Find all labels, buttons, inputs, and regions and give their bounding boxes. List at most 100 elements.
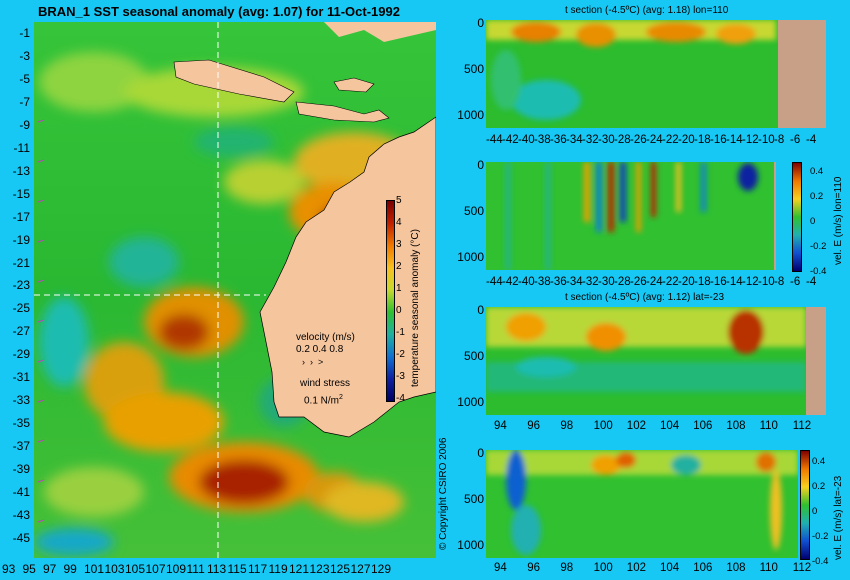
main-map-title: BRAN_1 SST seasonal anomaly (avg: 1.07) … (38, 4, 400, 19)
section-x-tick: -30 (598, 134, 615, 146)
vel-colorbar-tick: 0 (812, 506, 818, 517)
map-lat-tick: -31 (12, 370, 30, 385)
section-x-tick: -32 (582, 276, 599, 288)
section-x-tick: 112 (792, 420, 812, 432)
map-lon-tick: 121 (289, 562, 310, 576)
temp-section-lat23[interactable] (486, 307, 826, 415)
section-x-tick: 102 (626, 420, 646, 432)
section-x-tick: -16 (710, 134, 727, 146)
section-x-tick: -44 (486, 134, 503, 146)
map-lon-tick: 117 (248, 562, 268, 576)
section-x-tick: -10 (758, 276, 775, 288)
section-x-tick: -4 (806, 134, 817, 146)
section-x-tick: -38 (534, 276, 551, 288)
section-x-tick: 96 (527, 420, 540, 432)
vel-colorbar-1 (792, 162, 802, 272)
map-lon-tick: 125 (330, 562, 351, 576)
section-x-tick: -40 (518, 134, 535, 146)
map-lon-tick: 113 (207, 562, 227, 576)
vel-section-lat23[interactable] (486, 450, 798, 558)
section-x-tick: 104 (660, 420, 680, 432)
vel-colorbar-tick: 0.4 (812, 456, 826, 467)
section-x-tick: -8 (774, 276, 785, 288)
sst-anomaly-map[interactable]: 5 4 3 2 1 0 -1 -2 -3 -4 temperature seasonal anom… (34, 22, 436, 558)
map-lon-tick: 109 (166, 562, 187, 576)
section-x-tick: 104 (660, 562, 680, 574)
section-x-tick: -44 (486, 276, 503, 288)
section-x-tick: -12 (742, 276, 759, 288)
vel-colorbar-tick: -0.2 (812, 531, 829, 542)
map-lat-tick: -41 (12, 485, 30, 499)
depth-tick: 0 (477, 16, 484, 30)
vel-section-lon110[interactable] (486, 162, 776, 270)
vel-colorbar-tick: -0.2 (810, 241, 827, 252)
depth-tick: 1000 (457, 395, 484, 409)
velocity-legend-scale: 0.2 0.4 0.8 (296, 344, 344, 355)
sst-colorbar-tick: 4 (396, 217, 402, 228)
temp-section-lon110[interactable] (486, 20, 826, 128)
vel-colorbar-tick: -0.4 (812, 556, 829, 567)
map-lat-tick: -17 (12, 209, 30, 224)
section-x-tick: -42 (502, 134, 519, 146)
map-lat-tick: -25 (12, 301, 30, 316)
sst-colorbar-tick: 0 (396, 305, 402, 316)
map-lat-tick: -9 (19, 117, 30, 132)
section-x-tick: 102 (626, 562, 646, 574)
section-x-tick: -8 (774, 134, 785, 146)
section-x-tick: -32 (582, 134, 599, 146)
map-lat-tick: -33 (12, 393, 30, 408)
sst-colorbar-tick: 2 (396, 261, 402, 272)
vel-colorbar-tick: -0.4 (810, 266, 827, 277)
vel-colorbar-tick: 0.2 (812, 481, 826, 492)
vel-colorbar-tick: 0.2 (810, 191, 824, 202)
sst-colorbar-tick: -2 (396, 349, 405, 360)
map-lon-tick: 107 (145, 562, 166, 576)
map-lon-tick: 99 (63, 562, 77, 576)
panel1-title: t section (-4.5ºC) (avg: 1.18) lon=110 (565, 5, 729, 16)
vel-colorbar-tick: 0 (810, 216, 816, 227)
section-x-tick: -40 (518, 276, 535, 288)
sst-anomaly-map-image (34, 22, 436, 558)
depth-tick: 500 (463, 349, 484, 363)
map-lon-tick: 95 (22, 562, 36, 576)
wind-stress-arrows (37, 119, 45, 523)
section-x-tick: -30 (598, 276, 615, 288)
map-lon-tick: 129 (371, 562, 392, 576)
section-x-tick: -22 (662, 276, 679, 288)
map-lat-tick: -7 (19, 94, 30, 109)
section-x-tick: -26 (630, 134, 647, 146)
section-x-tick: -34 (566, 276, 583, 288)
map-lon-tick: 97 (43, 562, 57, 576)
map-lon-tick: 123 (309, 562, 330, 576)
map-lat-tick: -45 (12, 530, 30, 545)
map-lat-tick: -27 (12, 324, 30, 339)
wind-stress-legend-scale: 0.1 N/m2 (304, 394, 343, 407)
map-lat-tick: -5 (19, 71, 30, 86)
map-lat-tick: -43 (12, 507, 30, 522)
section-x-tick: -36 (550, 276, 567, 288)
sst-colorbar-label: temperature seasonal anomaly (°C) (410, 229, 421, 387)
section-x-tick: -28 (614, 134, 631, 146)
sst-colorbar-tick: -3 (396, 371, 405, 382)
vel-colorbar-2 (800, 450, 810, 560)
temp-section-lat23-image (486, 307, 826, 415)
section-x-tick: -14 (726, 276, 743, 288)
section-x-tick: -42 (502, 276, 519, 288)
depth-tick: 1000 (457, 538, 484, 552)
section-x-tick: -24 (646, 134, 663, 146)
map-lat-tick: -37 (12, 439, 30, 454)
section-x-tick: 100 (593, 420, 613, 432)
map-lon-tick: 119 (268, 562, 288, 576)
section-x-tick: 110 (759, 562, 778, 574)
map-lon-tick: 115 (227, 562, 247, 576)
sst-colorbar-tick: -1 (396, 327, 405, 338)
map-lon-tick: 103 (104, 562, 125, 576)
vel-section-lat23-image (486, 450, 798, 558)
map-lat-tick: -13 (12, 163, 30, 178)
depth-tick: 500 (463, 204, 484, 218)
section-x-tick: -38 (534, 134, 551, 146)
section-x-tick: -16 (710, 276, 727, 288)
section-x-tick: -18 (694, 276, 711, 288)
map-lat-tick: -23 (12, 278, 30, 293)
map-lon-tick: 101 (84, 562, 105, 576)
